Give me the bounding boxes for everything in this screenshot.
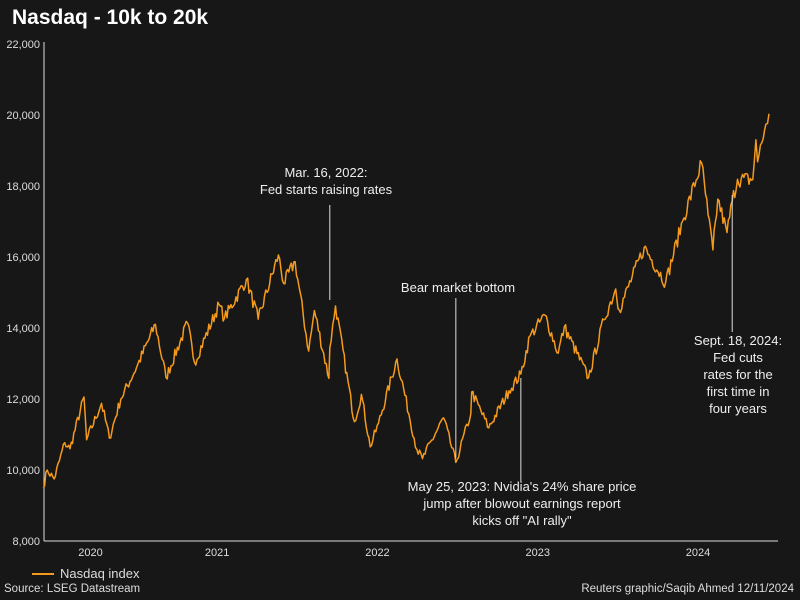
legend-swatch: [32, 572, 54, 575]
y-tick-label: 16,000: [6, 252, 40, 264]
x-tick-label: 2020: [78, 547, 102, 559]
annotation-text: kicks off "AI rally": [472, 513, 572, 528]
x-tick-label: 2024: [686, 547, 710, 559]
y-tick-label: 20,000: [6, 110, 40, 122]
legend: Nasdaq index: [32, 566, 140, 581]
annotation-text: Sept. 18, 2024:: [694, 333, 782, 348]
annotation-text: jump after blowout earnings report: [422, 496, 621, 511]
source-note: Source: LSEG Datastream: [4, 583, 141, 595]
annotation-text: Mar. 16, 2022:: [284, 165, 367, 180]
y-tick-label: 18,000: [6, 181, 40, 193]
x-tick-label: 2023: [526, 547, 550, 559]
x-tick-label: 2022: [365, 547, 389, 559]
y-tick-label: 14,000: [6, 323, 40, 335]
annotation-text: rates for the: [703, 367, 772, 382]
annotation-text: Fed starts raising rates: [260, 182, 393, 197]
annotation-text: Fed cuts: [713, 350, 763, 365]
annotation-text: first time in: [707, 384, 770, 399]
annotation-text: four years: [709, 401, 767, 416]
series-line-nasdaq-index: [42, 113, 770, 489]
credit-note: Reuters graphic/Saqib Ahmed 12/11/2024: [581, 583, 794, 595]
y-tick-label: 12,000: [6, 394, 40, 406]
annotation-text: Bear market bottom: [401, 280, 515, 295]
y-tick-label: 8,000: [12, 536, 40, 548]
chart-title: Nasdaq - 10k to 20k: [12, 6, 209, 29]
y-tick-label: 10,000: [6, 465, 40, 477]
x-tick-label: 2021: [205, 547, 229, 559]
annotation-text: May 25, 2023: Nvidia's 24% share price: [408, 479, 637, 494]
y-tick-label: 22,000: [6, 39, 40, 51]
legend-label: Nasdaq index: [60, 566, 140, 581]
